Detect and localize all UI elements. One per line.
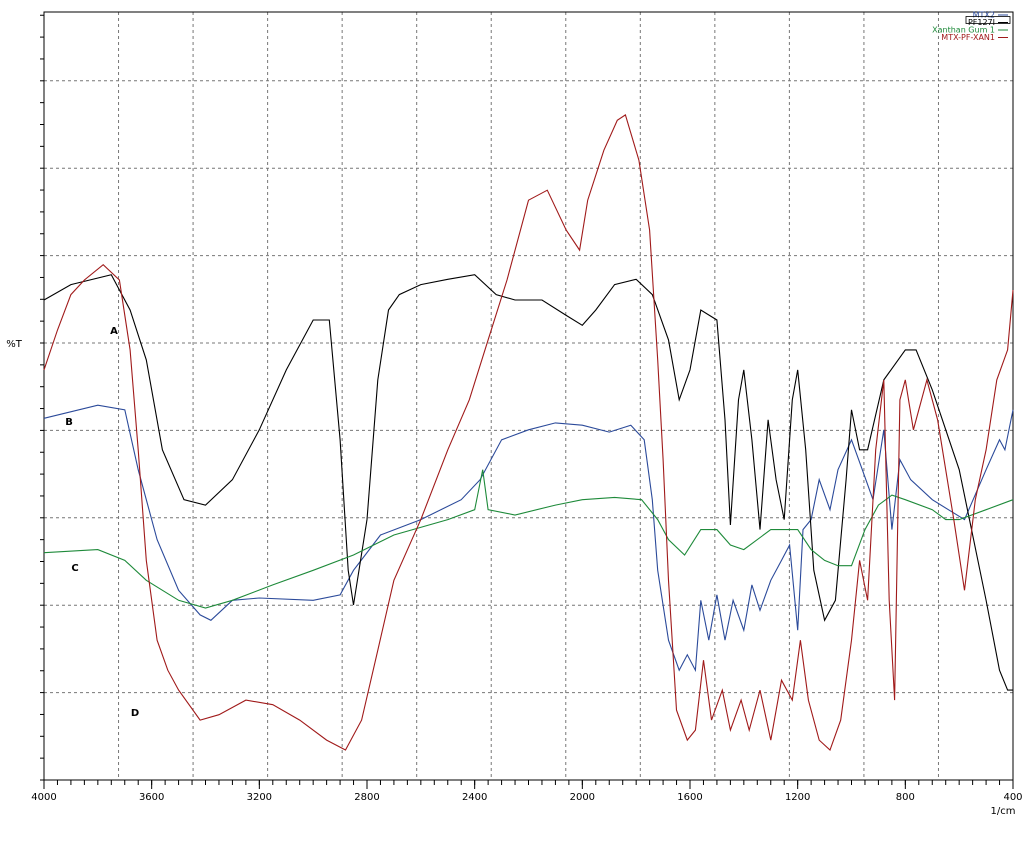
legend-label: PF127I <box>968 18 995 27</box>
x-tick-label: 2800 <box>354 792 379 803</box>
spectrum-line <box>43 404 1014 673</box>
y-axis-label: %T <box>6 339 23 350</box>
x-axis-label: 1/cm <box>991 806 1016 817</box>
spectrum-line <box>43 469 1014 609</box>
curve-label: D <box>131 708 139 719</box>
legend-label: MTX-PF-XAN1 <box>941 33 995 42</box>
x-tick-label: 1600 <box>677 792 702 803</box>
x-tick-label: 2000 <box>570 792 595 803</box>
spectrum-line <box>43 114 1014 751</box>
curve-label: C <box>71 563 78 574</box>
legend-label: Xanthan Gum 1 <box>932 26 995 35</box>
x-tick-label: 400 <box>1003 792 1022 803</box>
curve-label: B <box>65 417 73 428</box>
curve-label: A <box>110 326 118 337</box>
x-tick-label: 2400 <box>462 792 487 803</box>
x-tick-label: 800 <box>896 792 915 803</box>
spectrum-line <box>43 274 1013 691</box>
plot-frame <box>43 11 1014 781</box>
x-tick-label: 3200 <box>247 792 272 803</box>
legend-label: MTX2 <box>973 11 995 20</box>
x-tick-label: 1200 <box>785 792 810 803</box>
legend-selection <box>965 16 1011 24</box>
x-tick-label: 3600 <box>139 792 164 803</box>
x-tick-label: 4000 <box>31 792 56 803</box>
